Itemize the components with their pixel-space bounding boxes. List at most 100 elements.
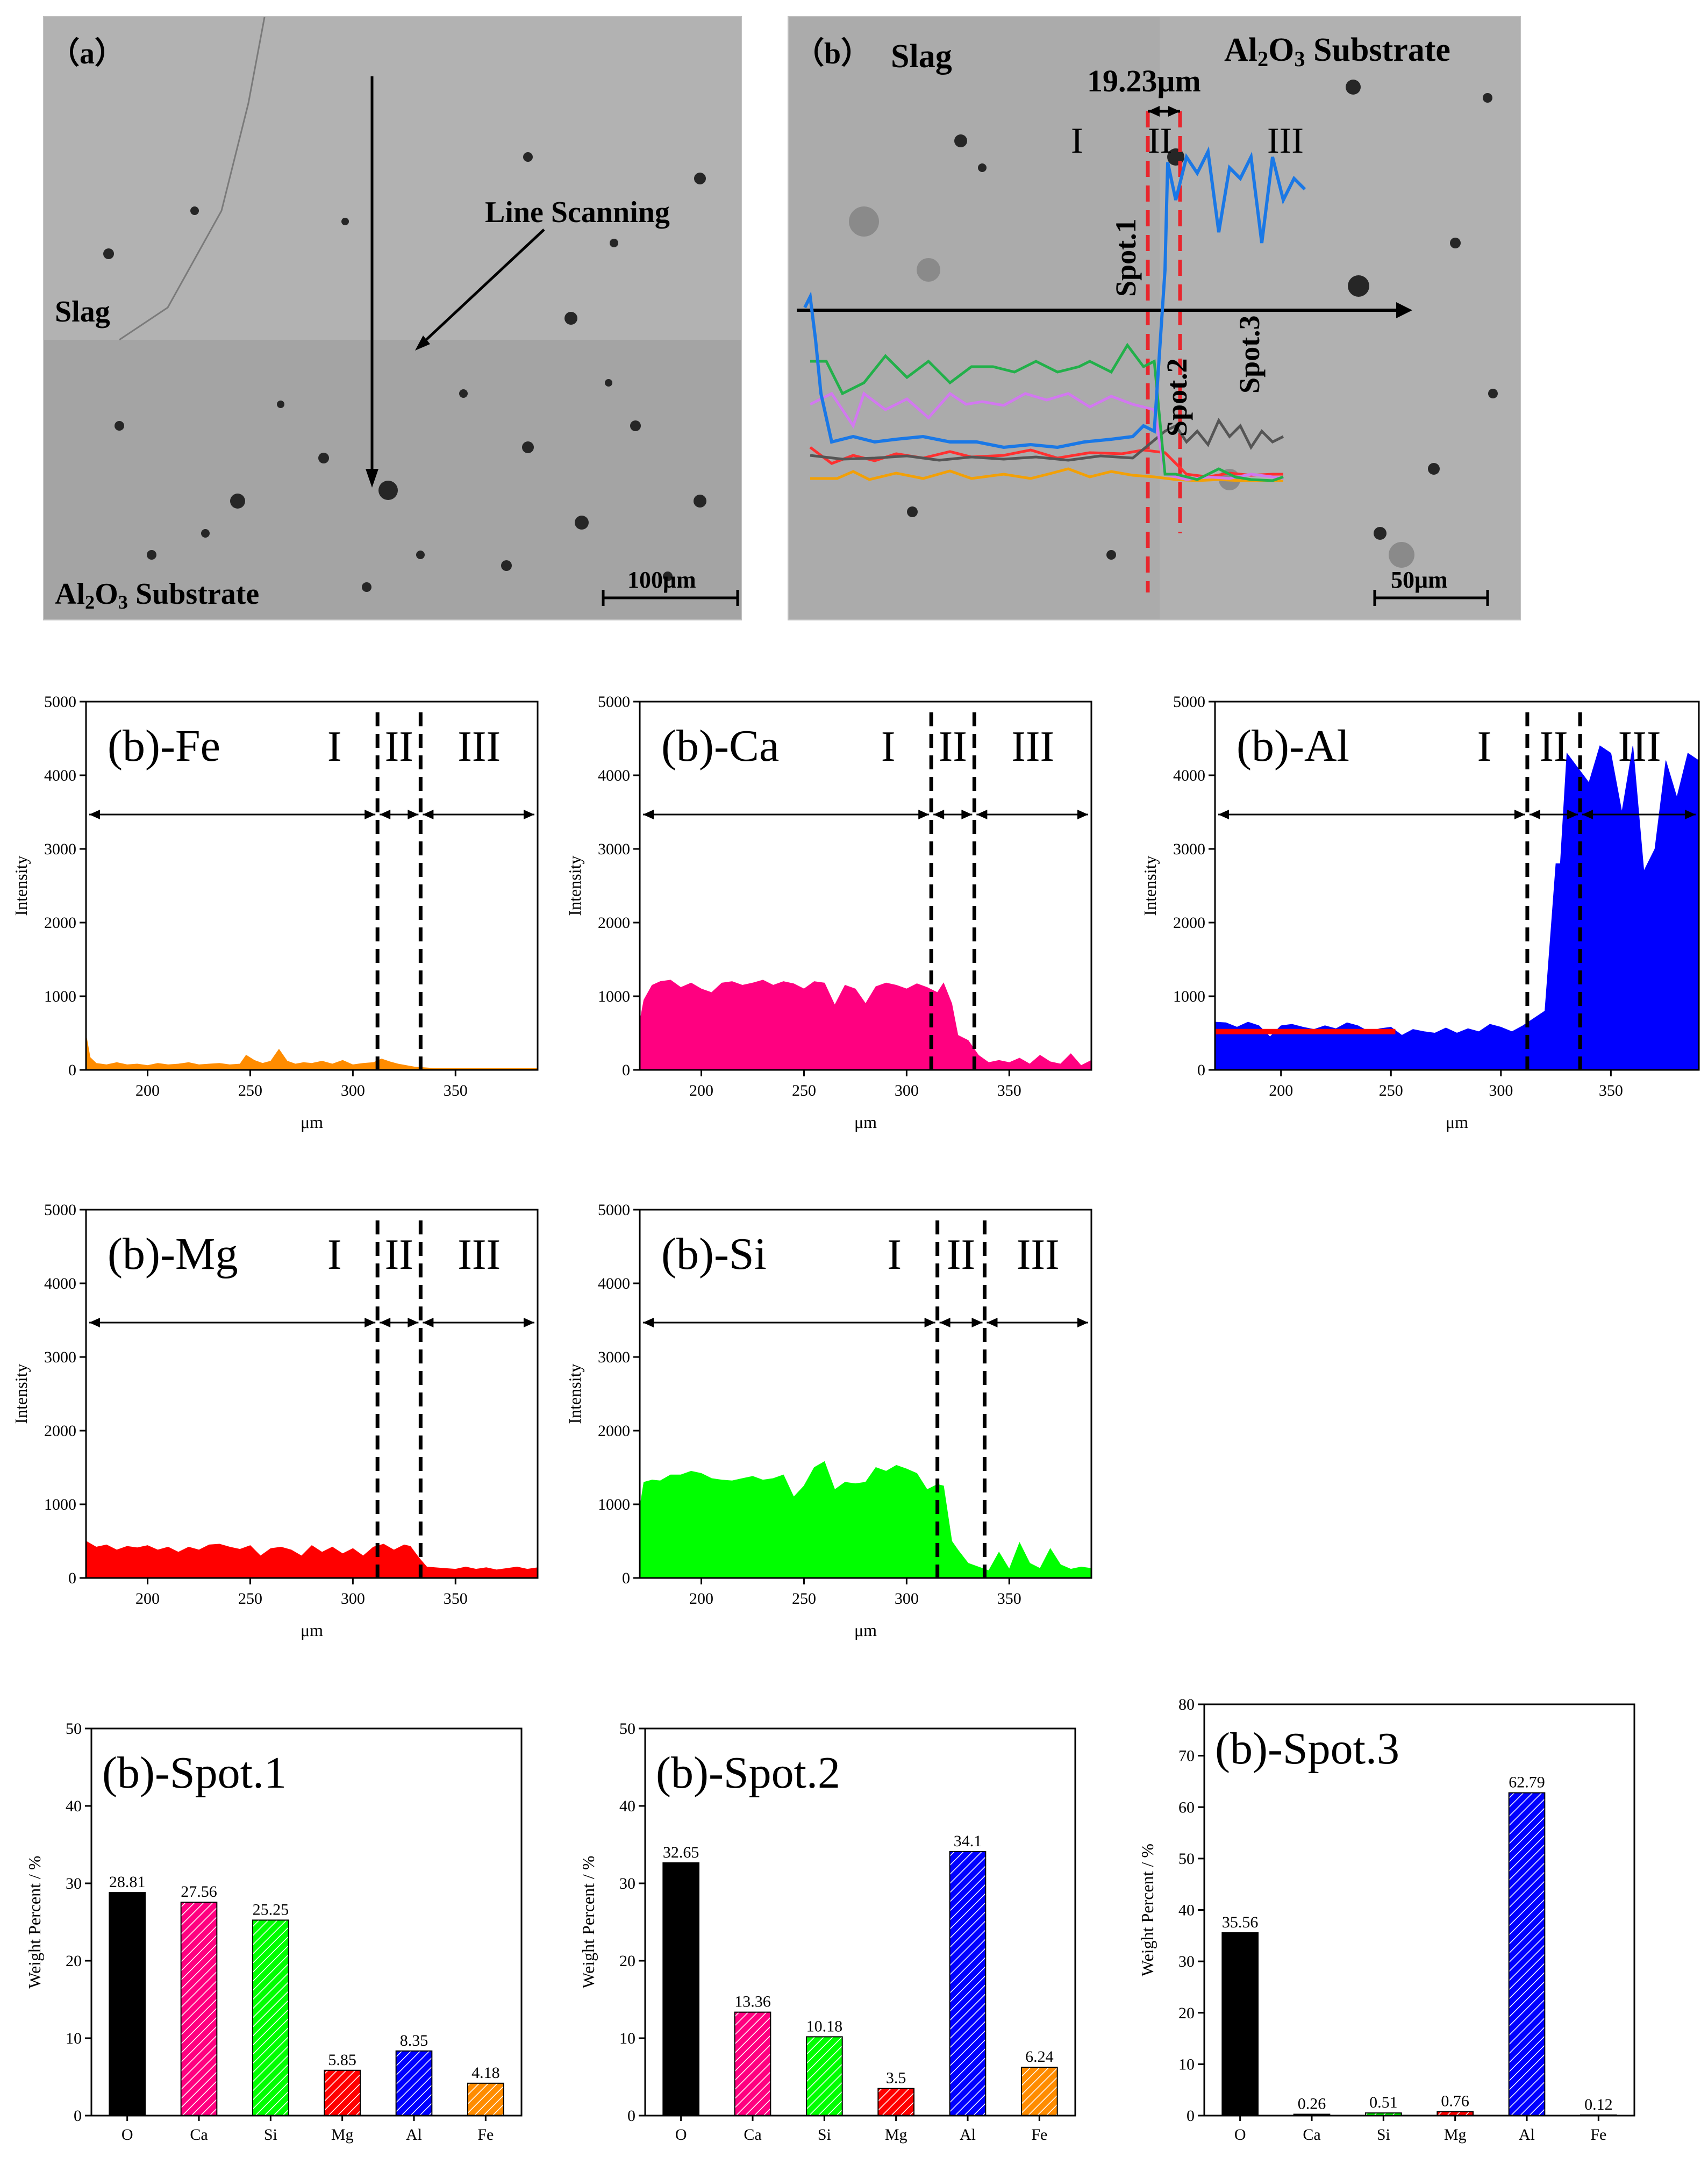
sem-b-spot-1-label: Spot.1 [1110,218,1142,297]
mg-title: (b)-Mg [108,1229,238,1279]
spot2-xtick-label-fe: Fe [1031,2126,1047,2144]
al-ytick-label: 5000 [1173,693,1205,711]
si-region-1-arrowhead-right [924,1318,935,1327]
mg-region-3-label: III [458,1231,501,1279]
spot2-data-label-al: 34.1 [954,1832,982,1850]
si-plot-frame [639,1209,1092,1579]
si-region-2-label: II [947,1231,975,1279]
spot2-ytick-label: 40 [619,1797,635,1815]
spot1-ytick-label: 40 [66,1797,82,1815]
sem-b-region-1: I [1071,120,1083,161]
spot2-xtick-label-o: O [675,2126,687,2144]
sem-a-line-scan-label: Line Scanning [485,196,670,229]
fe-xtick-label: 300 [341,1082,365,1099]
mg-ytick-label: 4000 [44,1275,76,1292]
spot3-bar-o [1221,1932,1259,2116]
ca-ytick-label: 2000 [598,914,630,932]
mg-xtick-label: 200 [135,1590,160,1608]
spot1-ytick-label: 30 [66,1875,82,1892]
fe-ylabel: Intensity [11,856,31,916]
ca-region-1-arrowhead-left [643,810,654,819]
chart-ca: 0 1000 2000 3000 4000 5000 200 250 300 350 μm Inten… [554,691,1124,1164]
al-ytick-label: 4000 [1173,767,1205,784]
fe-region-2-label: II [385,723,413,770]
si-xlabel: μm [854,1620,877,1640]
sem-b-panel-label: （b） [794,37,871,70]
al-region-2-arrowhead-right [1567,810,1578,819]
fe-area-series [85,1034,538,1070]
al-region-1-label: I [1477,723,1492,770]
si-ytick-label: 2000 [598,1422,630,1440]
fe-ytick-label: 5000 [44,693,76,711]
chart-mg: 0 1000 2000 3000 4000 5000 200 250 300 350 μm Inten… [0,1199,559,1672]
mg-region-2-arrowhead-left [380,1318,391,1327]
si-region-2-arrowhead-left [939,1318,951,1327]
sem-b-spot-2-label: Spot.2 [1161,358,1193,437]
spot1-xtick-label-si: Si [264,2126,277,2144]
spot1-xtick-label-ca: Ca [190,2126,208,2144]
al-region-2-arrowhead-left [1529,810,1540,819]
ca-ytick-label: 0 [622,1061,630,1079]
spot3-data-label-fe: 0.12 [1584,2096,1613,2113]
si-region-1-arrowhead-left [643,1318,654,1327]
si-region-1-label: I [887,1231,902,1279]
al-ytick-label: 0 [1197,1061,1205,1079]
fe-region-3-label: III [458,723,501,770]
spot3-xtick-label-al: Al [1519,2126,1535,2144]
sem-a-substrate-label: Al2O3 Substrate [55,577,260,613]
al-xtick-label: 350 [1599,1082,1623,1099]
chart-ca-svg: 0 1000 2000 3000 4000 5000 200 250 300 350 μm Inten… [565,693,1092,1132]
al-region-3-label: III [1618,723,1661,770]
ca-ylabel: Intensity [565,856,584,916]
spot1-bar-mg [324,2069,361,2117]
mg-region-1-arrowhead-left [89,1318,100,1327]
chart-mg-svg: 0 1000 2000 3000 4000 5000 200 250 300 350 μm Inten… [11,1201,539,1640]
spot1-bar-al [395,2050,433,2117]
ca-xlabel: μm [854,1112,877,1132]
al-ytick-label: 1000 [1173,988,1205,1005]
spot2-ytick-label: 10 [619,2030,635,2047]
spot1-bar-si [252,1919,289,2116]
ca-title: (b)-Ca [661,721,779,771]
spot3-ytick-label: 20 [1178,2004,1195,2022]
spot3-ytick-label: 30 [1178,1953,1195,1970]
spot2-xtick-label-al: Al [960,2126,976,2144]
mg-ytick-label: 1000 [44,1496,76,1513]
chart-spot3-svg: 35.56 O 0.26 Ca 0.51 Si 0.76 Mg 62.79 Al 0.12 Fe 0 10… [1138,1696,1635,2144]
ca-region-1-label: I [881,723,896,770]
spot1-data-label-ca: 27.56 [181,1883,217,1901]
spot3-xtick-label-fe: Fe [1590,2126,1606,2144]
spot3-data-label-o: 35.56 [1222,1913,1259,1931]
ca-region-3-arrowhead-left [976,810,988,819]
ca-region-3-arrowhead-right [1077,810,1088,819]
si-area-series [639,1461,1092,1579]
fe-xtick-label: 200 [135,1082,160,1099]
fe-ytick-label: 1000 [44,988,76,1005]
spot1-ytick-label: 20 [66,1952,82,1970]
si-ylabel: Intensity [565,1364,584,1424]
chart-spot2: 32.65 O 13.36 Ca 10.18 Si 3.5 Mg 34.1 Al 6.24 Fe 0 10… [554,1704,1113,2157]
fe-xtick-label: 250 [238,1082,262,1099]
spot1-bar-fe [467,2082,504,2116]
spot2-plot-frame [644,1727,1076,2117]
fe-ytick-label: 4000 [44,767,76,784]
spot2-bar-si [806,2036,843,2117]
ca-region-2-arrowhead-right [961,810,973,819]
al-plot-frame [1214,701,1700,1071]
spot2-ytick-label: 50 [619,1720,635,1738]
spot1-data-label-mg: 5.85 [328,2051,356,2069]
sem-b-scale-bar-label: 50μm [1391,567,1448,593]
spot1-xtick-label-fe: Fe [477,2126,494,2144]
spot2-ytick-label: 0 [627,2107,635,2125]
si-xtick-label: 300 [895,1590,919,1608]
chart-al: 0 1000 2000 3000 4000 5000 200 250 300 350 μm Inten… [1124,691,1704,1164]
mg-ytick-label: 2000 [44,1422,76,1440]
ca-region-1-arrowhead-right [918,810,930,819]
ca-ytick-label: 4000 [598,767,630,784]
spot2-xtick-label-ca: Ca [744,2126,761,2144]
spot3-xtick-label-si: Si [1377,2126,1390,2144]
spot1-bar-o [109,1892,146,2116]
ca-xtick-label: 200 [689,1082,713,1099]
fe-xtick-label: 350 [444,1082,468,1099]
fe-title: (b)-Fe [108,721,220,771]
